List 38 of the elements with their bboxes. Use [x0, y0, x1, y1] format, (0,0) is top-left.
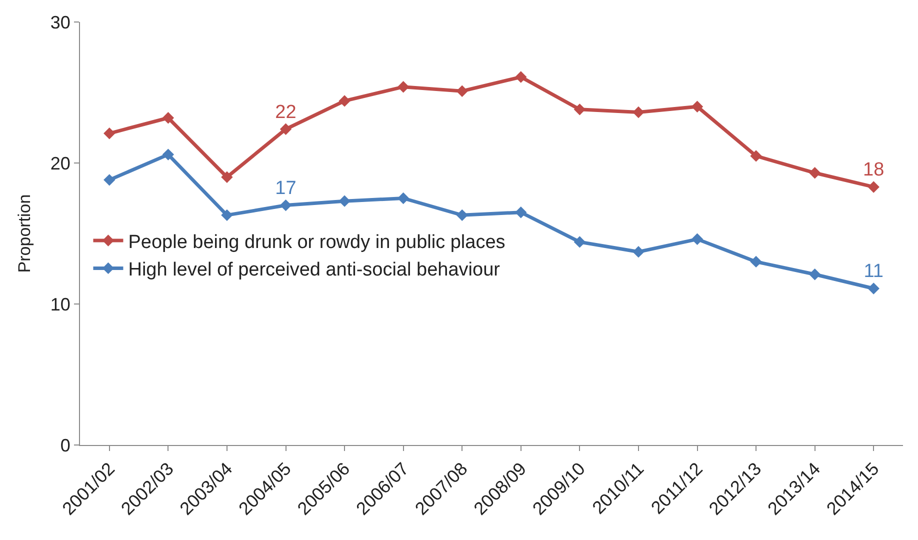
point: [397, 81, 410, 93]
point: [515, 71, 527, 83]
point: [280, 199, 292, 212]
y-tick-label: 10: [50, 294, 70, 314]
y-tick-label: 30: [50, 12, 70, 32]
data-label: 11: [864, 261, 884, 282]
point: [750, 256, 762, 268]
data-label: 18: [863, 160, 884, 181]
legend-label: People being drunk or rowdy in public places: [128, 232, 506, 253]
point: [691, 100, 704, 112]
point: [632, 246, 644, 258]
point: [221, 171, 233, 183]
point: [691, 233, 704, 245]
point: [397, 192, 410, 204]
point: [868, 282, 880, 294]
point: [338, 195, 350, 207]
point: [104, 174, 116, 186]
data-label: 22: [275, 102, 296, 123]
point: [632, 106, 644, 118]
point: [868, 181, 880, 193]
point: [456, 209, 468, 222]
point: [515, 206, 527, 218]
point: [574, 236, 586, 248]
point: [808, 268, 821, 280]
point: [338, 95, 350, 107]
y-tick-label: 20: [50, 153, 70, 174]
data-label: 17: [275, 178, 296, 199]
point: [162, 112, 174, 124]
y-tick-label: 0: [60, 435, 70, 456]
y-axis-title: Proportion: [14, 194, 34, 273]
point: [221, 209, 233, 222]
legend-label: High level of perceived anti-social behaviour: [128, 260, 501, 281]
point: [280, 123, 292, 136]
point: [104, 128, 116, 140]
point: [162, 148, 174, 160]
point: [808, 167, 821, 179]
point: [456, 85, 468, 97]
point: [750, 150, 762, 162]
